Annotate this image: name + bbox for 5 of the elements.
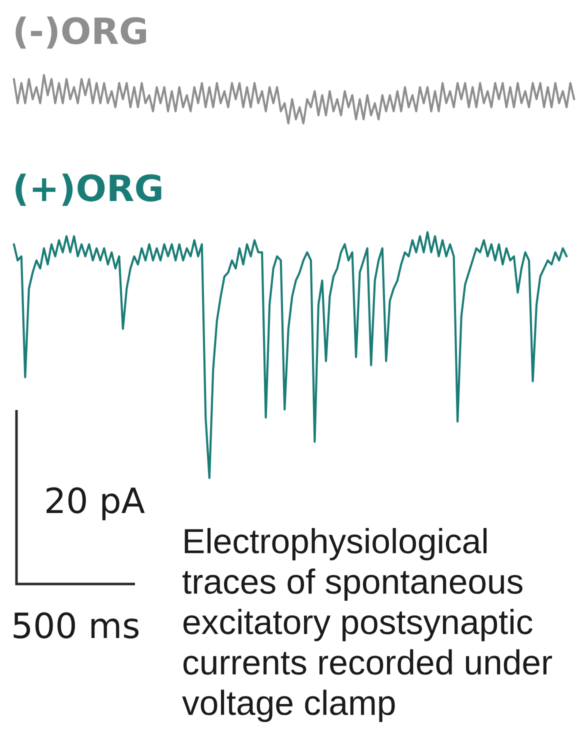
series-label: (+)ORG xyxy=(16,174,162,206)
text: 20 pA xyxy=(46,487,145,520)
series-label: (-)ORG xyxy=(16,16,146,49)
text: 500 ms xyxy=(14,612,139,638)
text: Electrophysiological traces of spontaneous excitatory postsynaptic currents recorded under voltage clamp xyxy=(182,528,552,722)
